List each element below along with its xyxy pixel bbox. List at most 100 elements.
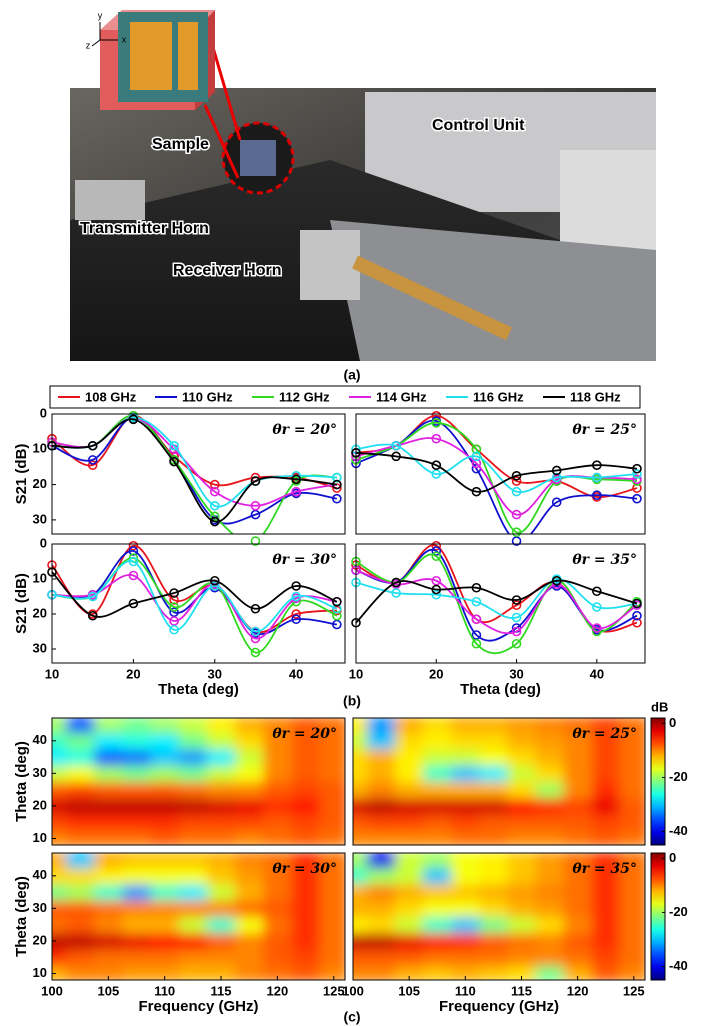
data-point bbox=[128, 556, 139, 567]
heat-cell bbox=[535, 900, 565, 917]
heat-cell bbox=[94, 814, 123, 831]
x-tick-label: 105 bbox=[398, 983, 420, 998]
colorbar bbox=[650, 852, 666, 981]
heat-cell bbox=[451, 900, 480, 917]
heatmap bbox=[353, 718, 645, 845]
x-tick-label: 125 bbox=[623, 983, 645, 998]
data-point bbox=[511, 476, 522, 486]
heat-cell bbox=[263, 867, 292, 885]
heat-cell bbox=[395, 965, 424, 980]
x-tick-label: 40 bbox=[590, 666, 604, 681]
heat-cell bbox=[206, 797, 236, 815]
data-point bbox=[431, 589, 442, 600]
heat-cell bbox=[206, 867, 236, 885]
heat-cell bbox=[619, 765, 645, 782]
heat-cell bbox=[619, 853, 645, 869]
data-point bbox=[291, 474, 301, 485]
plot-frame bbox=[355, 413, 646, 535]
heat-cell bbox=[535, 781, 565, 799]
heat-cell bbox=[619, 830, 645, 845]
heat-cell bbox=[591, 718, 621, 734]
heat-cell bbox=[66, 748, 95, 766]
heat-cell bbox=[353, 965, 368, 980]
y-tick-label: 10 bbox=[33, 965, 47, 980]
data-point bbox=[391, 588, 401, 598]
heat-cell bbox=[235, 916, 264, 934]
heat-cell bbox=[206, 932, 236, 950]
heat-cell bbox=[423, 932, 452, 950]
heat-cell bbox=[263, 748, 292, 766]
heat-cell bbox=[619, 867, 645, 885]
series-line bbox=[52, 560, 338, 633]
heat-cell bbox=[619, 949, 645, 966]
heat-cell bbox=[291, 765, 321, 782]
y-tick-label: 40 bbox=[33, 732, 47, 747]
heat-cell bbox=[66, 732, 95, 750]
heat-cell bbox=[150, 765, 180, 782]
heat-cell bbox=[353, 883, 368, 901]
heat-cell bbox=[150, 748, 180, 766]
x-tick-label: 115 bbox=[511, 983, 532, 998]
heat-cell bbox=[178, 949, 208, 966]
heat-cell bbox=[507, 900, 536, 917]
data-point bbox=[471, 444, 482, 455]
heat-cell bbox=[319, 718, 345, 734]
heat-cell bbox=[291, 949, 321, 966]
heat-cell bbox=[94, 748, 123, 766]
heat-cell bbox=[206, 748, 236, 766]
heat-cell bbox=[563, 814, 593, 831]
heat-cell bbox=[591, 853, 621, 869]
heat-cell bbox=[423, 765, 452, 782]
heat-cell bbox=[423, 718, 452, 734]
y-tick-label: 20 bbox=[33, 476, 47, 491]
x-tick-label: 110 bbox=[154, 983, 175, 998]
heat-cell bbox=[319, 830, 345, 845]
y-tick-label: 30 bbox=[33, 640, 47, 655]
heatmap-cells bbox=[52, 853, 345, 980]
heat-cell bbox=[535, 867, 565, 885]
heat-cell bbox=[535, 883, 565, 901]
series-line bbox=[52, 550, 337, 636]
data-point bbox=[291, 486, 301, 497]
heat-cell bbox=[235, 949, 264, 966]
heat-cell bbox=[52, 932, 67, 950]
heat-cell bbox=[423, 781, 452, 799]
heat-cell bbox=[423, 853, 452, 869]
x-tick-label: 125 bbox=[323, 983, 345, 998]
heat-cell bbox=[178, 797, 208, 815]
heat-cell bbox=[291, 932, 321, 950]
data-point bbox=[291, 591, 301, 602]
heat-cell bbox=[178, 732, 208, 750]
plot-frame bbox=[352, 717, 646, 846]
heat-cell bbox=[206, 830, 236, 845]
axis-arrow bbox=[91, 39, 101, 47]
table bbox=[330, 220, 656, 361]
heat-cell bbox=[423, 830, 452, 845]
data-point bbox=[632, 483, 642, 493]
data-point bbox=[471, 638, 482, 649]
data-point bbox=[551, 575, 562, 586]
x-tick-label: 30 bbox=[208, 666, 222, 681]
heat-cell bbox=[395, 732, 424, 750]
heat-cell bbox=[178, 883, 208, 901]
heat-cell bbox=[94, 867, 123, 885]
heat-cell bbox=[451, 797, 480, 815]
heatmap bbox=[52, 718, 345, 845]
heat-cell bbox=[353, 797, 368, 815]
heat-cell bbox=[353, 718, 368, 734]
heat-cell bbox=[507, 867, 536, 885]
heat-cell bbox=[353, 814, 368, 831]
x-tick-label: 10 bbox=[349, 666, 363, 681]
heat-cell bbox=[563, 949, 593, 966]
data-point bbox=[471, 486, 482, 497]
heat-cell bbox=[451, 867, 480, 885]
heat-cell bbox=[563, 718, 593, 734]
heat-cell bbox=[591, 814, 621, 831]
heat-cell bbox=[535, 853, 565, 869]
heat-cell bbox=[479, 814, 508, 831]
heat-cell bbox=[263, 883, 292, 901]
data-point bbox=[511, 612, 522, 623]
heat-cell bbox=[367, 781, 396, 799]
heat-cell bbox=[479, 797, 508, 815]
